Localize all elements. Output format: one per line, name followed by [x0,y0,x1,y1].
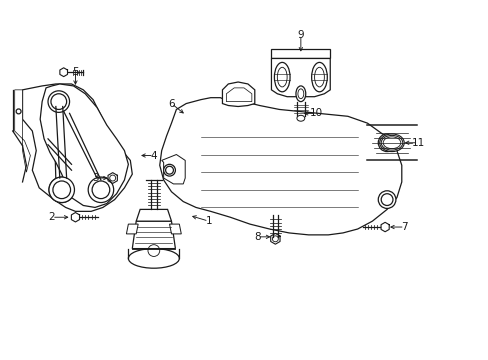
Ellipse shape [379,134,404,152]
Text: 10: 10 [309,108,323,118]
Polygon shape [136,210,171,221]
Circle shape [49,177,74,203]
Ellipse shape [128,249,179,268]
Polygon shape [271,49,329,58]
Text: 4: 4 [150,150,157,161]
Text: 9: 9 [297,30,304,40]
Ellipse shape [296,115,304,121]
Circle shape [378,134,395,152]
Circle shape [88,177,113,203]
Polygon shape [162,154,185,184]
Text: 7: 7 [401,222,407,232]
Polygon shape [132,221,175,249]
Ellipse shape [295,86,305,102]
Circle shape [48,91,69,112]
Ellipse shape [274,62,289,92]
Polygon shape [222,82,254,107]
Polygon shape [169,224,181,234]
Polygon shape [15,90,30,172]
Circle shape [378,191,395,208]
Text: 5: 5 [72,67,79,77]
Circle shape [48,91,69,112]
Circle shape [49,177,74,203]
Polygon shape [160,98,401,235]
Ellipse shape [311,62,326,92]
Text: 6: 6 [168,99,174,109]
Text: 8: 8 [254,232,261,242]
Text: 3: 3 [92,173,98,183]
Polygon shape [126,224,138,234]
Polygon shape [271,58,329,97]
Polygon shape [22,84,132,211]
Text: 2: 2 [48,212,55,222]
Text: 11: 11 [411,138,424,148]
Text: 1: 1 [205,216,212,226]
Polygon shape [40,84,128,207]
Circle shape [163,164,175,176]
Circle shape [88,177,113,203]
